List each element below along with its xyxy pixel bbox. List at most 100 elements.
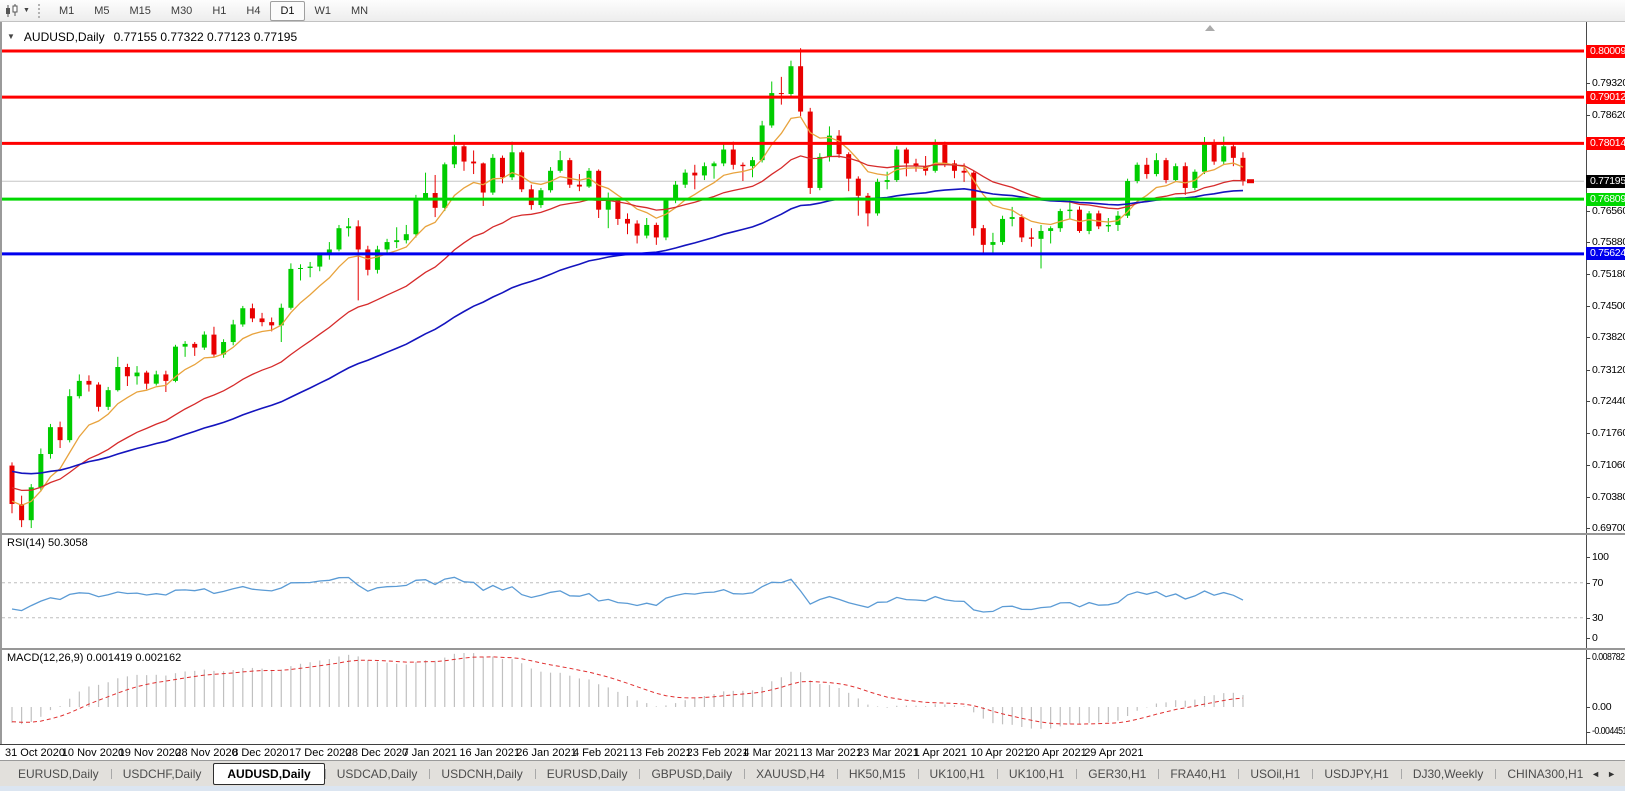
axis-tick-label: 30 bbox=[1586, 612, 1625, 624]
status-strip bbox=[0, 786, 1625, 791]
panel-splitter-macd[interactable] bbox=[0, 648, 1625, 650]
date-label: 16 Jan 2021 bbox=[459, 747, 520, 759]
chart-window: ▼ AUDUSD,Daily 0.77155 0.77322 0.77123 0… bbox=[0, 22, 1625, 761]
chart-ohlc-values: 0.77155 0.77322 0.77123 0.77195 bbox=[113, 30, 298, 44]
collapse-caret-icon[interactable]: ▼ bbox=[7, 32, 15, 41]
chart-tab-EURUSD-Daily[interactable]: EURUSD,Daily bbox=[18, 766, 99, 781]
date-label: 31 Oct 2020 bbox=[5, 747, 65, 759]
date-label: 26 Jan 2021 bbox=[516, 747, 577, 759]
axis-tick-label: 0.73120 bbox=[1586, 363, 1625, 376]
date-label: 8 Dec 2020 bbox=[232, 747, 289, 759]
price-line-label-0.76809[interactable]: 0.76809 bbox=[1586, 192, 1625, 206]
macd-panel bbox=[11, 652, 1244, 729]
timeframe-button-M1[interactable]: M1 bbox=[58, 4, 75, 17]
axis-tick-label: 0.69700 bbox=[1586, 522, 1625, 535]
date-label: 29 Apr 2021 bbox=[1084, 747, 1144, 759]
chart-tab-EURUSD-Daily[interactable]: EURUSD,Daily bbox=[534, 763, 640, 785]
date-label: 28 Dec 2020 bbox=[345, 747, 409, 759]
timeframe-button-MN[interactable]: MN bbox=[351, 4, 369, 17]
timeframe-button-M15[interactable]: M15 bbox=[129, 4, 151, 17]
date-label: 10 Apr 2021 bbox=[970, 747, 1030, 759]
chart-tab-CHINA300-H1[interactable]: CHINA300,H1 bbox=[1495, 763, 1595, 785]
chart-tab-GBPUSD-Daily[interactable]: GBPUSD,Daily bbox=[639, 763, 744, 785]
timeframe-button-H4[interactable]: H4 bbox=[246, 4, 261, 17]
date-label: 23 Feb 2021 bbox=[686, 747, 749, 759]
date-label: 1 Apr 2021 bbox=[913, 747, 968, 759]
timeframe-button-D1[interactable]: D1 bbox=[270, 0, 305, 21]
date-label: 17 Dec 2020 bbox=[289, 747, 352, 759]
axis-tick-label: 0.008782 bbox=[1586, 652, 1625, 663]
axis-tick-label: 100 bbox=[1586, 551, 1625, 563]
chart-type-button[interactable]: ▼ bbox=[0, 1, 35, 21]
axis-tick-label: 0.73820 bbox=[1586, 331, 1625, 344]
rsi-panel bbox=[2, 576, 1584, 619]
chart-tab-UK100-H1[interactable]: UK100,H1 bbox=[917, 763, 997, 785]
chart-tab-USDCHF-Daily[interactable]: USDCHF,Daily bbox=[110, 763, 214, 785]
axis-tick-label: 0.79320 bbox=[1586, 76, 1625, 89]
tab-scroll-buttons: ◄ ► bbox=[1585, 762, 1625, 786]
axis-tick-label: 0.70380 bbox=[1586, 490, 1625, 503]
timeframe-button-H1[interactable]: H1 bbox=[212, 4, 227, 17]
panel-splitter-rsi[interactable] bbox=[0, 533, 1625, 535]
chart-tabs-bar: EURUSD,Daily USDCHF,Daily AUDUSD,Daily USDC… bbox=[0, 760, 1625, 786]
axis-tick-label: 0 bbox=[1586, 632, 1625, 644]
axis-tick-label: 0.71760 bbox=[1586, 426, 1625, 439]
macd-indicator-label: MACD(12,26,9) 0.001419 0.002162 bbox=[7, 652, 182, 664]
chart-tab-FRA40-H1[interactable]: FRA40,H1 bbox=[1158, 763, 1238, 785]
axis-tick-label: 70 bbox=[1586, 577, 1625, 589]
chart-title: ▼ AUDUSD,Daily 0.77155 0.77322 0.77123 0… bbox=[7, 27, 297, 47]
price-axis-border bbox=[1586, 22, 1587, 745]
price-line-label-0.75624[interactable]: 0.75624 bbox=[1586, 247, 1625, 261]
last-close-marker bbox=[1247, 179, 1254, 184]
date-label: 7 Jan 2021 bbox=[402, 747, 458, 759]
date-label: 19 Nov 2020 bbox=[118, 747, 181, 759]
price-chart-canvas[interactable] bbox=[0, 22, 1586, 745]
rsi-indicator-label: RSI(14) 50.3058 bbox=[7, 537, 88, 549]
axis-tick-label: 0.72440 bbox=[1586, 395, 1625, 408]
timeframe-button-M5[interactable]: M5 bbox=[94, 4, 110, 17]
window-left-border bbox=[0, 22, 2, 745]
chart-tab-DJ30-Weekly[interactable]: DJ30,Weekly bbox=[1400, 763, 1495, 785]
date-label: 13 Feb 2021 bbox=[629, 747, 692, 759]
date-label: 13 Mar 2021 bbox=[800, 747, 862, 759]
chevron-down-icon: ▼ bbox=[23, 6, 30, 14]
date-label: 23 Mar 2021 bbox=[857, 747, 919, 759]
ma-fast-line bbox=[11, 116, 1244, 507]
chart-tab-AUDUSD-Daily[interactable]: AUDUSD,Daily bbox=[213, 762, 325, 785]
chart-tab-USOil-H1[interactable]: USOil,H1 bbox=[1238, 763, 1312, 785]
chart-tab-GER30-H1[interactable]: GER30,H1 bbox=[1076, 763, 1158, 785]
axis-tick-label: 0.76560 bbox=[1586, 204, 1625, 217]
axis-tick-label: 0.78620 bbox=[1586, 109, 1625, 122]
ma-medium-line bbox=[11, 155, 1244, 492]
chart-tab-UK100-H1[interactable]: UK100,H1 bbox=[996, 763, 1076, 785]
price-line-label-0.78014[interactable]: 0.78014 bbox=[1586, 136, 1625, 150]
toolbar-grip bbox=[37, 3, 42, 18]
chart-tab-USDJPY-H1[interactable]: USDJPY,H1 bbox=[1312, 763, 1400, 785]
axis-tick-label: -0.004451 bbox=[1586, 725, 1625, 737]
candlestick-chart-icon bbox=[6, 3, 18, 17]
axis-tick-label: 0.74500 bbox=[1586, 299, 1625, 312]
axis-tick-label: 0.71060 bbox=[1586, 459, 1625, 472]
timeframe-button-W1[interactable]: W1 bbox=[314, 4, 332, 17]
date-axis: 31 Oct 2020 10 Nov 2020 19 Nov 2020 28 Nov … bbox=[0, 744, 1625, 761]
date-label: 28 Nov 2020 bbox=[175, 747, 238, 759]
chart-tab-HK50-M15[interactable]: HK50,M15 bbox=[836, 763, 918, 785]
axis-tick-label: 0.75180 bbox=[1586, 268, 1625, 281]
date-label: 20 Apr 2021 bbox=[1027, 747, 1087, 759]
date-label: 4 Mar 2021 bbox=[743, 747, 800, 759]
axis-tick-label: 0.00 bbox=[1586, 701, 1625, 713]
chart-shift-marker bbox=[1205, 25, 1215, 31]
tab-scroll-right-icon[interactable]: ► bbox=[1607, 769, 1616, 779]
tab-scroll-left-icon[interactable]: ◄ bbox=[1591, 769, 1601, 779]
chart-tab-XAUUSD-H4[interactable]: XAUUSD,H4 bbox=[744, 763, 837, 785]
chart-tab-USDCAD-Daily[interactable]: USDCAD,Daily bbox=[324, 763, 430, 785]
timeframes-toolbar: ▼ M1 M5 M15 M30 H1 H4 D1 W1 MN bbox=[0, 0, 1625, 22]
price-line-label-0.80009[interactable]: 0.80009 bbox=[1586, 44, 1625, 58]
timeframe-button-M30[interactable]: M30 bbox=[170, 4, 193, 17]
price-line-label-0.79012[interactable]: 0.79012 bbox=[1586, 90, 1625, 104]
candlesticks bbox=[9, 48, 1246, 529]
date-label: 10 Nov 2020 bbox=[61, 747, 125, 759]
price-line-label-0.77195[interactable]: 0.77195 bbox=[1586, 174, 1625, 188]
chart-tab-USDCNH-Daily[interactable]: USDCNH,Daily bbox=[429, 763, 534, 785]
